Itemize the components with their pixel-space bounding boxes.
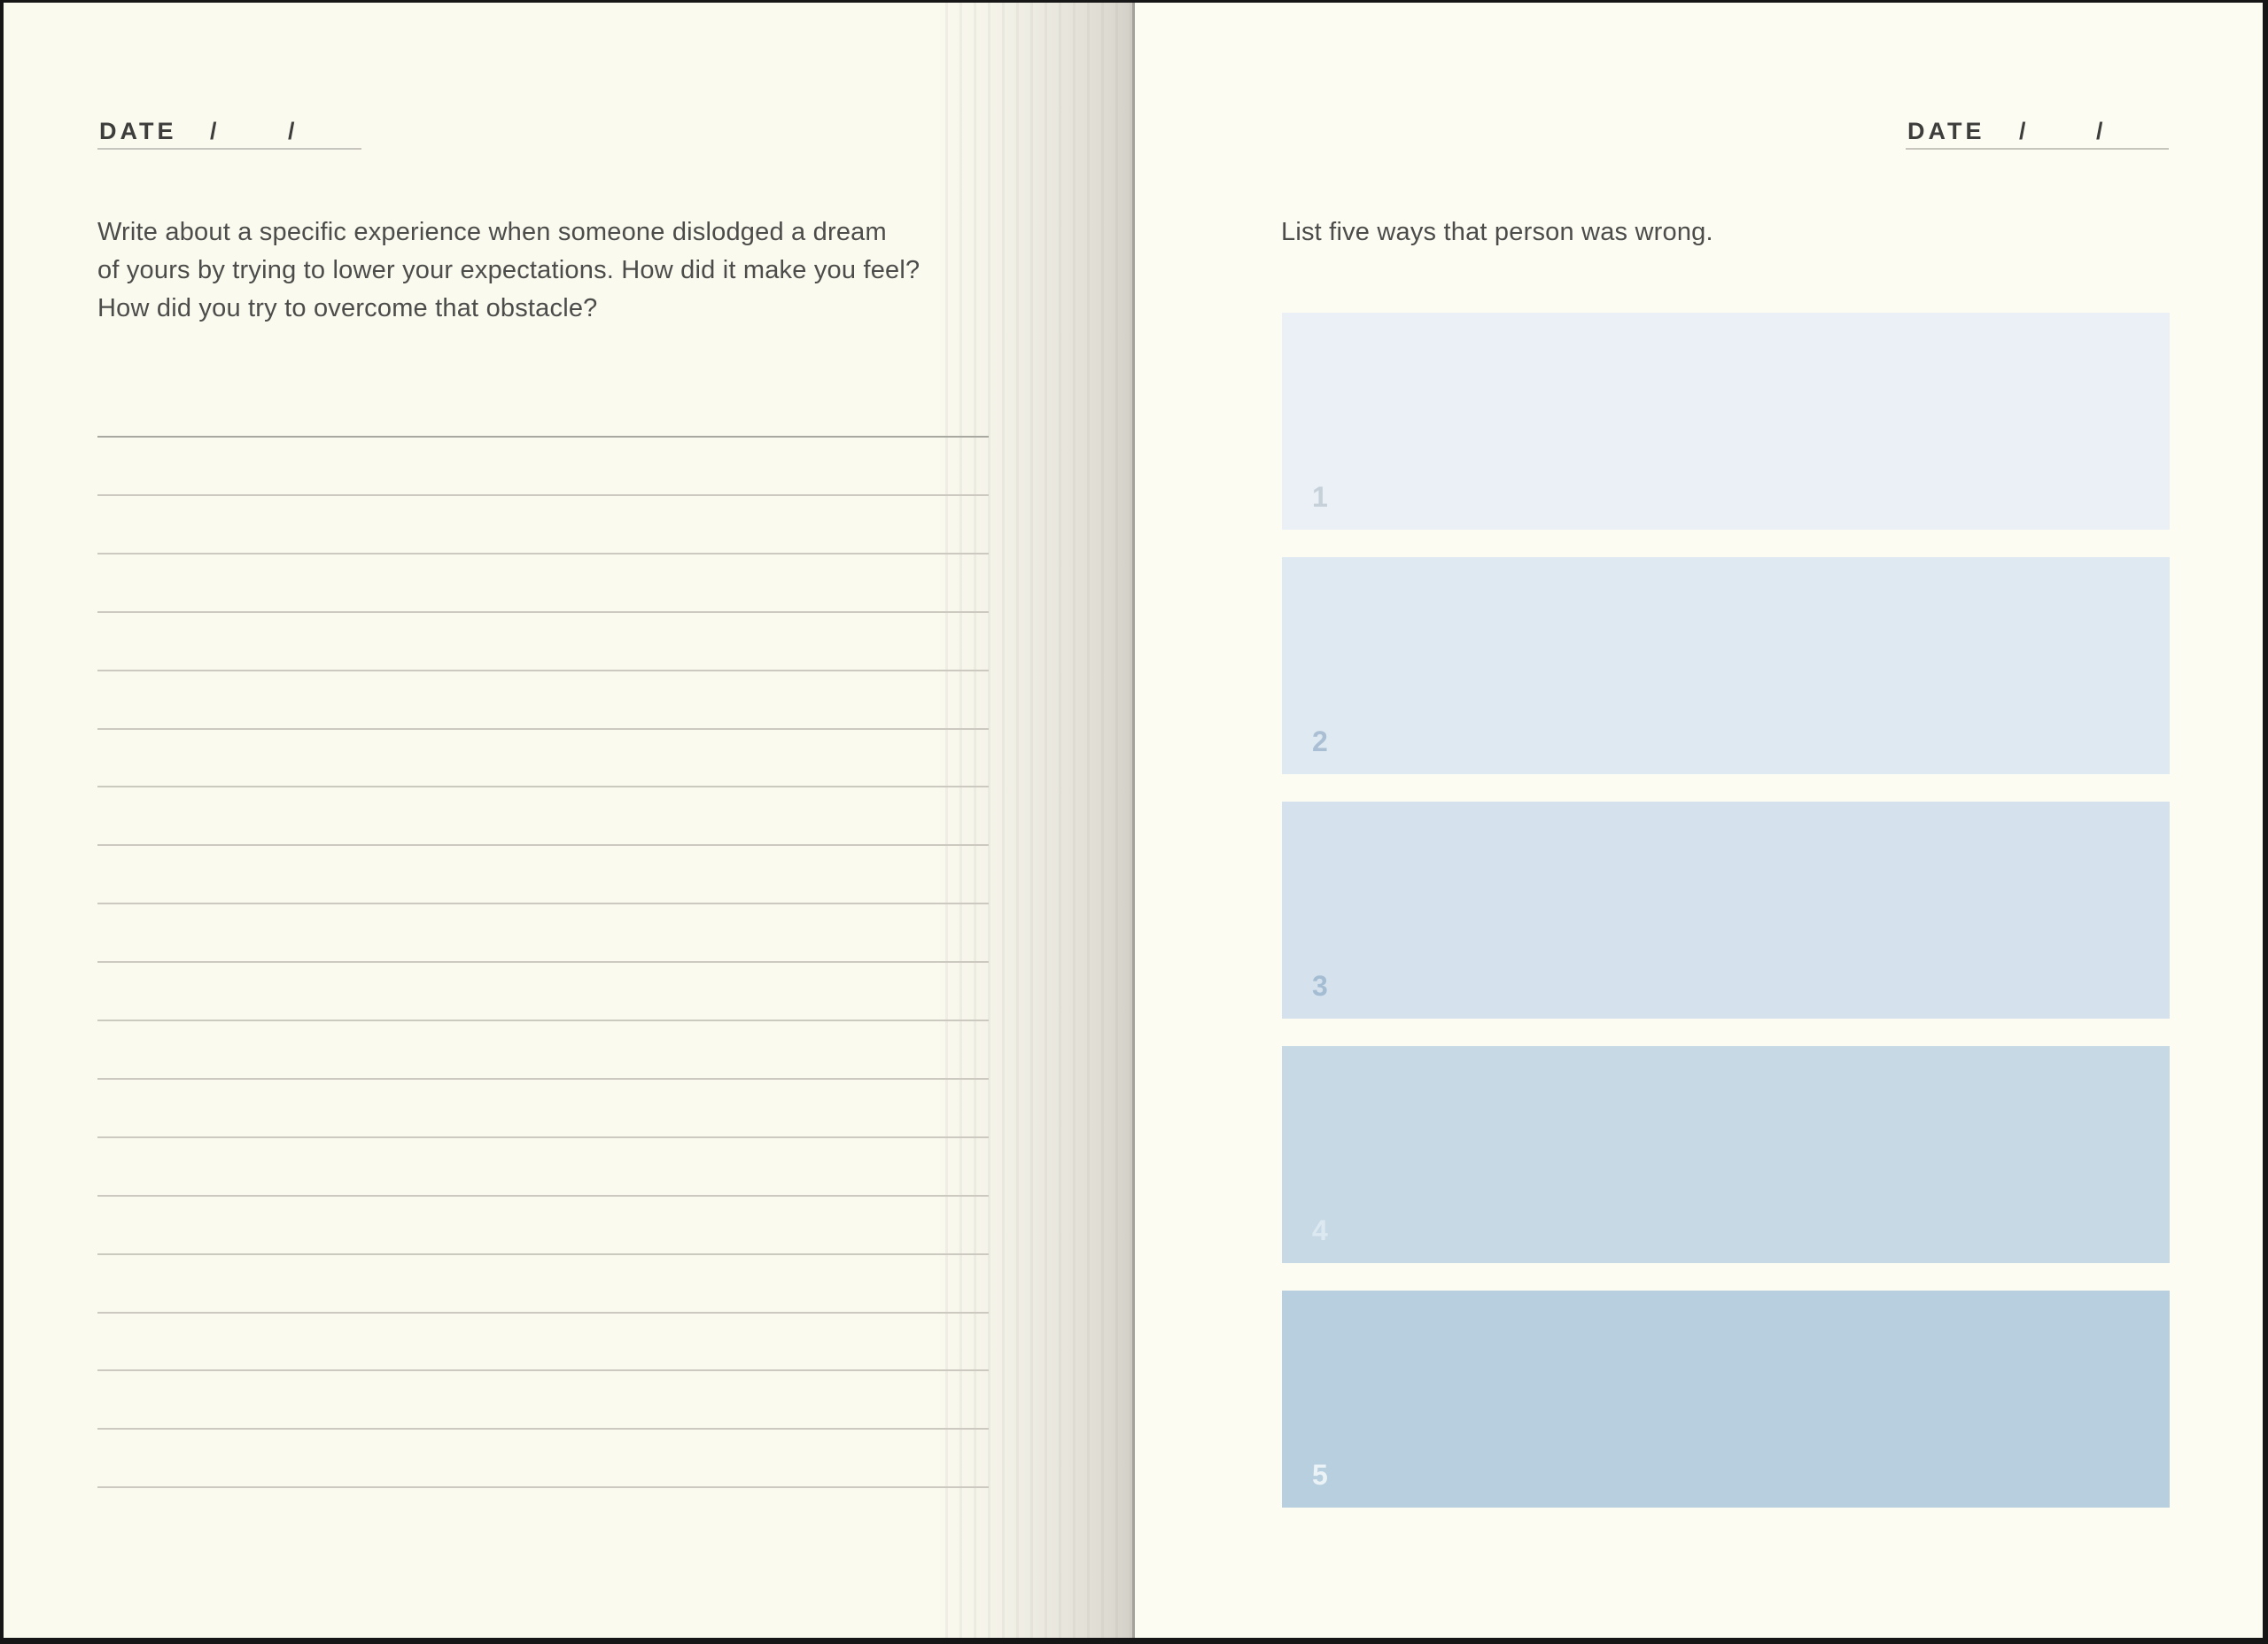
ruled-line	[97, 786, 989, 787]
ruled-line	[97, 670, 989, 671]
ruled-line	[97, 1136, 989, 1138]
ruled-line	[97, 1369, 989, 1371]
page-gutter-shadow	[934, 3, 1132, 1638]
list-box-1: 1	[1282, 313, 2170, 530]
journal-spread: DATE / / Write about a specific experien…	[4, 3, 2263, 1638]
list-box-number: 3	[1312, 970, 1328, 1002]
ruled-line	[97, 1020, 989, 1021]
ruled-line	[97, 436, 989, 438]
list-box-number: 2	[1312, 725, 1328, 757]
right-date-label: DATE	[1907, 118, 1985, 144]
ruled-line	[97, 611, 989, 613]
list-box-2: 2	[1282, 557, 2170, 774]
right-date-slash-1: /	[2019, 118, 2026, 144]
ruled-line	[97, 553, 989, 554]
list-box-number: 4	[1312, 1214, 1328, 1246]
list-box-number: 5	[1312, 1459, 1328, 1491]
right-date-slash-2: /	[2096, 118, 2103, 144]
right-date-underline	[1906, 148, 2169, 150]
spine-line	[1132, 3, 1135, 1638]
prompt-line: Write about a specific experience when s…	[97, 218, 887, 246]
right-page-prompt: List five ways that person was wrong.	[1281, 218, 1713, 246]
ruled-line	[97, 961, 989, 963]
ruled-line	[97, 1428, 989, 1430]
ruled-line	[97, 1253, 989, 1255]
prompt-line: How did you try to overcome that obstacl…	[97, 294, 598, 322]
ruled-line	[97, 1078, 989, 1080]
list-box-4: 4	[1282, 1046, 2170, 1263]
ruled-line	[97, 1195, 989, 1197]
ruled-line	[97, 1486, 989, 1488]
left-date-underline	[97, 148, 361, 150]
list-box-5: 5	[1282, 1291, 2170, 1508]
list-box-3: 3	[1282, 802, 2170, 1019]
prompt-line: of yours by trying to lower your expecta…	[97, 256, 920, 284]
left-date-slash-1: /	[210, 118, 217, 144]
ruled-line	[97, 1312, 989, 1314]
ruled-line	[97, 903, 989, 904]
left-date-slash-2: /	[288, 118, 295, 144]
left-date-label: DATE	[99, 118, 177, 144]
ruled-line	[97, 728, 989, 730]
ruled-line	[97, 844, 989, 846]
list-box-number: 1	[1312, 481, 1328, 513]
ruled-line	[97, 494, 989, 496]
left-page-prompt: Write about a specific experience when s…	[97, 213, 975, 328]
